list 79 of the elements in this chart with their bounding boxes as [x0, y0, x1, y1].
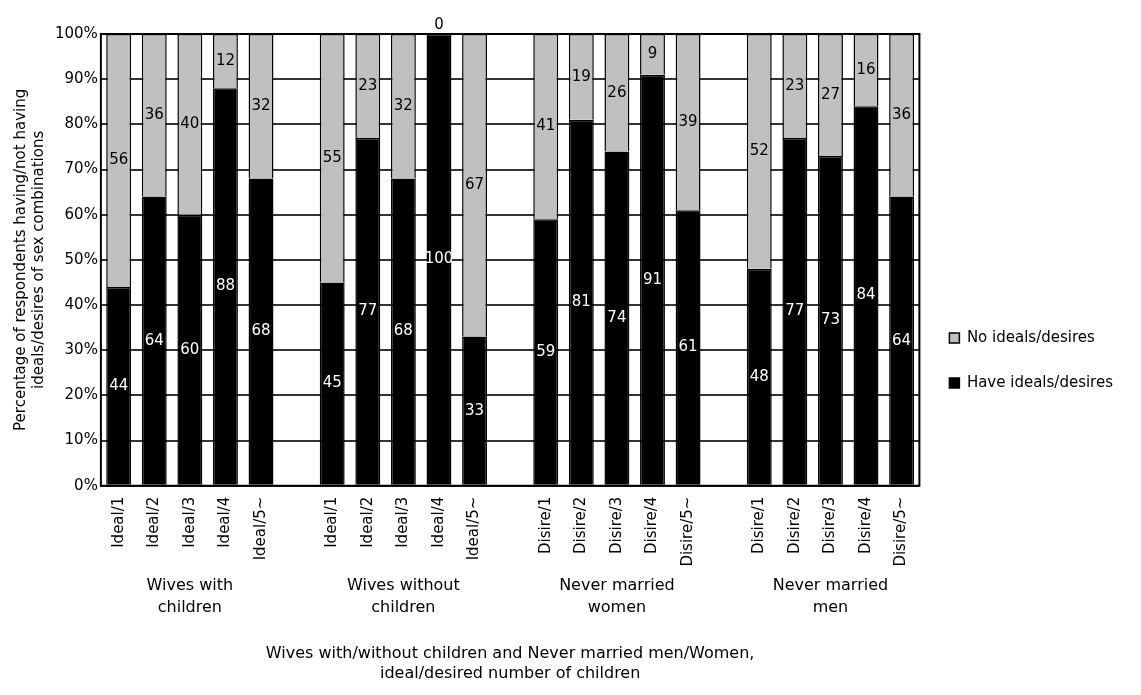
x-tick-label: Ideal/5~ — [250, 496, 269, 561]
y-axis-title: Percentage of respondents having/not having ideals/desires of sex combinations — [10, 88, 47, 431]
data-label: 32 — [393, 96, 413, 115]
y-tick-label: 70% — [64, 159, 98, 178]
y-tick-label: 0% — [74, 475, 98, 494]
data-label: 19 — [571, 66, 591, 85]
data-label: 23 — [358, 75, 378, 94]
y-tick-label: 40% — [64, 294, 98, 313]
x-tick-label: Ideal/3 — [179, 496, 198, 548]
data-label: 59 — [536, 341, 556, 360]
x-tick-label: Ideal/4 — [428, 496, 447, 548]
data-label: 23 — [785, 75, 805, 94]
data-label: 9 — [647, 44, 658, 63]
data-label: 73 — [820, 310, 840, 329]
data-label: 0 — [434, 14, 444, 33]
data-label: 77 — [785, 301, 805, 320]
y-tick-label: 10% — [64, 430, 98, 449]
y-tick-label: 30% — [64, 340, 98, 359]
data-label: 64 — [892, 330, 912, 349]
data-label: 44 — [109, 375, 129, 394]
y-tick-label: 60% — [64, 204, 98, 223]
x-tick-label: Disire/1 — [749, 496, 768, 555]
data-label: 56 — [109, 150, 129, 169]
x-tick-label: Ideal/1 — [322, 496, 341, 548]
data-label: 48 — [749, 366, 769, 385]
data-label: 81 — [571, 292, 591, 311]
data-label: 36 — [144, 105, 164, 124]
data-label: 45 — [322, 373, 342, 392]
data-label: 27 — [820, 84, 840, 103]
x-tick-label: Ideal/3 — [393, 496, 412, 548]
data-label: 40 — [180, 114, 200, 133]
text: Wives with children — [146, 574, 234, 616]
x-tick-label: Disire/4 — [855, 496, 874, 555]
data-label: 88 — [215, 276, 235, 295]
x-tick-label: Ideal/1 — [108, 496, 127, 548]
x-tick-label: Disire/1 — [535, 496, 554, 555]
text: Wives without children — [346, 574, 460, 616]
x-tick-label: Disire/2 — [571, 496, 590, 555]
x-tick-label: Disire/3 — [606, 496, 625, 555]
data-label: 39 — [678, 111, 698, 130]
data-label: 77 — [358, 301, 378, 320]
data-label: 32 — [251, 96, 271, 115]
y-tick-label: 100% — [54, 23, 98, 42]
x-tick-label: Disire/3 — [820, 496, 839, 555]
data-label: 52 — [749, 141, 769, 160]
y-tick-label: 20% — [64, 385, 98, 404]
data-label: 67 — [465, 175, 485, 194]
data-label: 68 — [393, 321, 413, 340]
data-label: 91 — [642, 269, 663, 288]
x-tick-label: Disire/5~ — [891, 496, 910, 567]
data-label: 64 — [144, 330, 164, 349]
text: Never married women — [559, 574, 675, 616]
legend-label: Have ideals/desires — [966, 372, 1114, 391]
data-label: 55 — [322, 148, 342, 167]
data-label: 36 — [892, 105, 912, 124]
x-tick-label: Ideal/5~ — [464, 496, 483, 561]
legend-label: No ideals/desires — [966, 327, 1096, 346]
data-label: 61 — [678, 337, 698, 356]
x-axis-title: Wives with/without children and Never married men/Women, ideal/desired number of children — [265, 643, 755, 682]
text: Never married men — [772, 574, 889, 616]
data-label: 100 — [424, 249, 454, 268]
y-tick-label: 50% — [64, 249, 98, 268]
data-label: 60 — [180, 339, 200, 358]
data-label: 26 — [607, 82, 627, 101]
x-tick-label: Ideal/4 — [215, 496, 234, 548]
data-label: 84 — [856, 285, 876, 304]
data-label: 16 — [856, 60, 876, 79]
data-label: 68 — [251, 321, 271, 340]
x-tick-label: Ideal/2 — [357, 496, 376, 548]
y-tick-label: 90% — [64, 69, 98, 88]
data-label: 41 — [536, 116, 556, 135]
y-tick-label: 80% — [64, 114, 98, 133]
x-tick-label: Disire/5~ — [677, 496, 696, 567]
x-tick-label: Disire/2 — [784, 496, 803, 555]
x-tick-label: Ideal/2 — [144, 496, 163, 548]
data-label: 74 — [607, 307, 627, 326]
data-label: 33 — [465, 400, 485, 419]
data-label: 12 — [215, 50, 235, 69]
x-tick-label: Disire/4 — [642, 496, 661, 555]
